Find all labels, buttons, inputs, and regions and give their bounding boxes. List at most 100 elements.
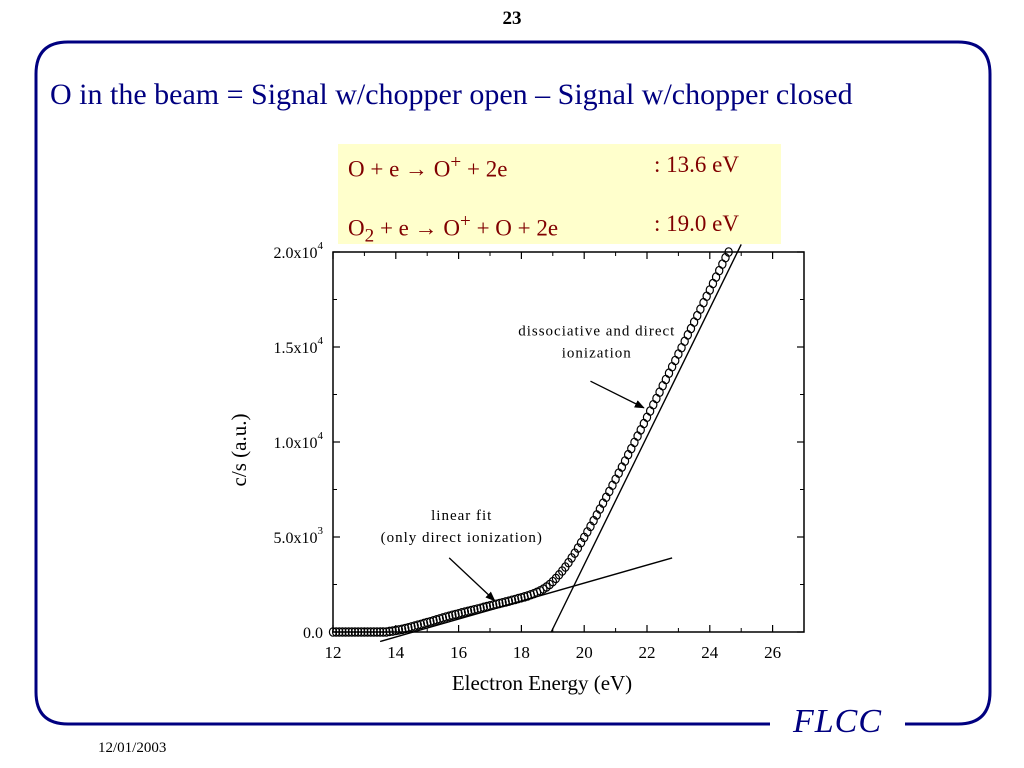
y-tick-mantissa: 5.0x10 [274, 530, 318, 547]
data-point [347, 627, 357, 637]
y-tick-label: 2.0x104 [274, 240, 324, 262]
data-point [649, 399, 658, 410]
data-point [705, 285, 715, 295]
data-point [507, 595, 517, 606]
data-point [466, 605, 476, 616]
data-point [432, 615, 441, 625]
data-point [394, 625, 404, 635]
data-point [429, 615, 438, 626]
plot-area [332, 251, 805, 633]
y-tick-exponent: 4 [318, 335, 324, 347]
ion-charge: + [450, 152, 462, 173]
data-point [639, 418, 649, 429]
reaction-atomic-ionization: O + e → O+ + 2e : 13.6 eV [348, 152, 739, 188]
y-tick-mantissa: 2.0x10 [274, 245, 318, 262]
data-point [363, 627, 372, 637]
data-point [335, 627, 344, 637]
reaction-products: + 2e [461, 156, 508, 182]
x-tick-label: 22 [639, 643, 656, 662]
data-point [699, 297, 708, 308]
data-point [353, 627, 363, 637]
y-tick-mantissa: 1.5x10 [274, 340, 318, 357]
data-point [655, 387, 664, 398]
data-point [501, 597, 510, 607]
data-point [379, 627, 388, 637]
data-point [686, 323, 696, 334]
data-point [510, 594, 520, 605]
data-point [369, 627, 379, 637]
data-point [366, 627, 375, 637]
page-number: 23 [502, 8, 522, 29]
annotation-text: dissociative and direct [518, 324, 675, 340]
data-point [479, 602, 488, 613]
data-point [645, 406, 655, 416]
data-point [426, 616, 435, 627]
data-point [441, 612, 451, 622]
x-tick-label: 26 [764, 643, 781, 662]
data-point [689, 317, 699, 327]
data-point [677, 342, 686, 353]
flcc-logo: FLCC [793, 703, 883, 740]
data-point [404, 623, 413, 633]
y-tick-label: 5.0x103 [274, 525, 324, 547]
data-point [485, 600, 495, 611]
data-point [514, 593, 523, 604]
data-point [435, 614, 444, 624]
frame-border [34, 40, 992, 726]
data-point [711, 272, 721, 282]
reaction-rest: + e → O [374, 215, 460, 241]
annotation-text: linear fit [431, 508, 492, 524]
x-tick-label: 14 [387, 643, 405, 662]
data-point [517, 592, 526, 603]
data-point [328, 627, 338, 637]
data-point [482, 601, 492, 612]
y-axis-label: c/s (a.u.) [227, 414, 251, 487]
x-tick-label: 12 [325, 643, 342, 662]
y-tick-exponent: 4 [318, 240, 324, 252]
data-point [693, 310, 702, 321]
data-point [448, 610, 457, 621]
footer-date: 12/01/2003 [98, 740, 167, 756]
reactant-subscript: 2 [364, 225, 375, 247]
data-point [718, 259, 727, 269]
reaction-rest: + e → O [364, 156, 451, 182]
data-point [652, 393, 661, 404]
data-point [338, 627, 347, 637]
data-point [642, 412, 652, 423]
data-point [463, 606, 473, 617]
y-tick-label: 1.0x104 [274, 430, 324, 452]
data-point [476, 603, 485, 614]
fit-lines [379, 244, 742, 643]
data-point [331, 627, 341, 637]
data-point [357, 627, 366, 637]
x-tick-label: 18 [513, 643, 530, 662]
data-point [416, 619, 426, 630]
annotation-arrow [448, 557, 496, 602]
data-point [661, 374, 671, 385]
data-point [438, 613, 448, 623]
reactant: O [348, 215, 365, 241]
data-point [636, 425, 645, 435]
annotation-arrow [590, 380, 645, 409]
data-point [397, 624, 407, 635]
data-point [407, 622, 416, 632]
reaction-dissociative-ionization: O2 + e → O+ + O + 2e : 19.0 eV [348, 211, 739, 247]
data-point [391, 625, 400, 636]
annotations: dissociative and direct ionization linear … [381, 324, 675, 602]
data-point [360, 627, 369, 637]
y-tick-mantissa: 0.0 [303, 625, 323, 642]
data-point [680, 336, 689, 347]
ion-charge: + [460, 211, 471, 232]
data-point [492, 599, 501, 610]
data-point [385, 626, 394, 637]
x-tick-label: 24 [701, 643, 719, 662]
data-point [674, 349, 683, 359]
data-point [454, 608, 463, 619]
data-point [708, 278, 718, 289]
fit-line-2 [550, 244, 742, 633]
data-point [401, 623, 410, 634]
threshold-energy: : 13.6 eV [654, 152, 739, 177]
data-point [498, 597, 507, 608]
data-point [630, 437, 639, 448]
